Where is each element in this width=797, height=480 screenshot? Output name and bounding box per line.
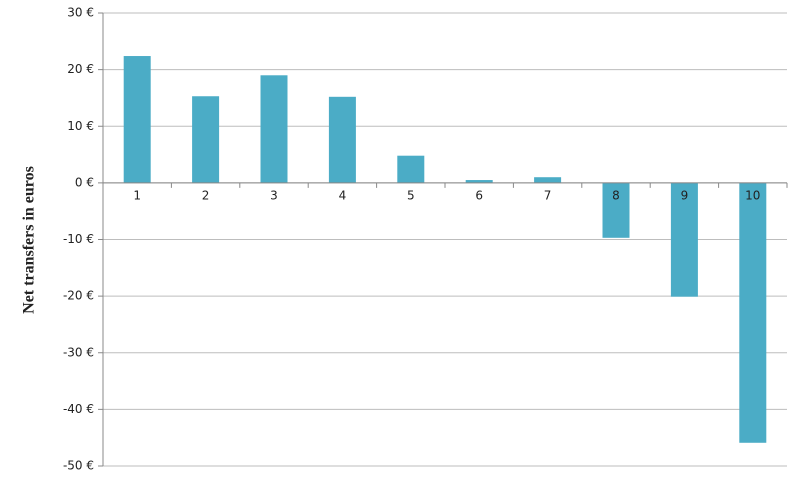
bar (739, 182, 767, 443)
x-tick-label: 4 (339, 188, 347, 202)
y-axis-title: Net transfers in euros (21, 166, 38, 314)
bar (465, 180, 493, 183)
bar (670, 182, 698, 297)
x-tick-label: 7 (544, 188, 552, 202)
y-tick-label: 0 € (75, 175, 94, 189)
bar (260, 75, 288, 183)
y-tick-label: -30 € (63, 345, 94, 359)
bar (534, 177, 562, 183)
y-tick-label: -40 € (63, 402, 94, 416)
x-tick-label: 5 (407, 188, 415, 202)
x-tick-label: 8 (612, 188, 620, 202)
y-tick-label: 10 € (67, 119, 94, 133)
x-tick-label: 2 (202, 188, 210, 202)
x-tick-label: 3 (270, 188, 278, 202)
bar (602, 182, 630, 238)
x-tick-label: 10 (745, 188, 760, 202)
y-tick-label: -50 € (63, 459, 94, 473)
x-tick-label: 9 (681, 188, 689, 202)
y-tick-label: 20 € (67, 62, 94, 76)
y-tick-label: 30 € (67, 6, 94, 20)
y-tick-label: -10 € (63, 232, 94, 246)
bar (192, 96, 220, 183)
bar (397, 155, 425, 183)
x-tick-label: 6 (475, 188, 483, 202)
x-tick-label: 1 (133, 188, 141, 202)
bar (328, 96, 356, 183)
bar (123, 56, 151, 183)
y-tick-label: -20 € (63, 289, 94, 303)
